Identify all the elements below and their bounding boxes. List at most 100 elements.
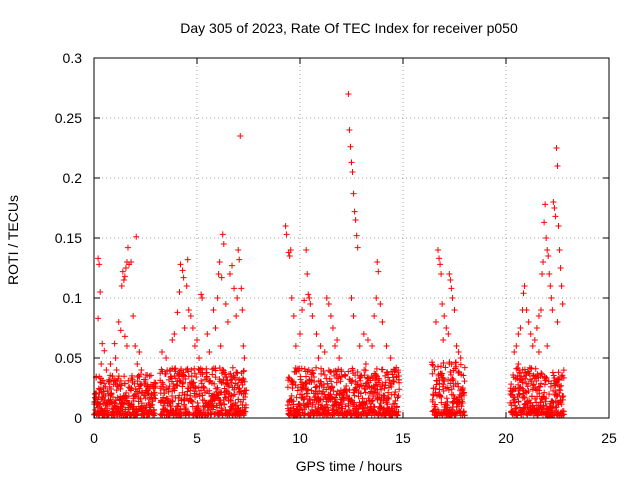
data-point: [194, 337, 200, 343]
data-point: [437, 363, 444, 370]
data-point: [184, 365, 191, 372]
data-point: [119, 268, 126, 275]
data-point: [512, 375, 519, 382]
data-point: [558, 382, 565, 389]
data-point: [120, 277, 127, 283]
data-point: [214, 384, 221, 391]
data-point: [313, 364, 320, 371]
data-point: [121, 380, 128, 387]
data-point: [234, 295, 241, 301]
data-point: [323, 295, 330, 301]
data-point: [372, 382, 379, 389]
data-point: [195, 405, 202, 412]
data-point: [445, 331, 452, 337]
data-point: [242, 404, 249, 411]
data-point: [218, 389, 225, 396]
data-point: [198, 380, 205, 387]
data-point: [352, 372, 359, 379]
data-point: [120, 401, 127, 408]
data-point: [228, 397, 235, 404]
data-point: [196, 355, 203, 361]
data-point: [441, 378, 448, 385]
data-point: [193, 374, 200, 381]
data-point: [177, 261, 184, 268]
data-point: [377, 301, 384, 307]
data-point: [176, 289, 183, 295]
data-point: [370, 393, 377, 400]
data-point: [362, 367, 369, 374]
data-point: [368, 400, 375, 407]
data-point: [337, 378, 344, 385]
data-point: [449, 295, 456, 301]
data-point: [459, 385, 466, 392]
data-point: [364, 337, 371, 343]
x-axis-label: GPS time / hours: [296, 458, 403, 474]
data-point: [209, 371, 216, 378]
data-point: [443, 325, 450, 331]
data-point: [128, 259, 135, 265]
data-point: [102, 392, 109, 399]
data-point: [373, 295, 380, 301]
data-point: [374, 259, 381, 265]
data-point: [554, 319, 561, 325]
data-point: [167, 403, 174, 410]
data-point: [348, 380, 355, 387]
data-point: [543, 235, 550, 241]
data-point: [142, 395, 149, 402]
data-point: [548, 295, 555, 301]
data-point: [385, 394, 392, 401]
data-point: [174, 382, 181, 389]
data-point: [150, 406, 157, 413]
data-point: [516, 384, 523, 391]
data-point: [351, 399, 358, 406]
data-point: [113, 367, 120, 373]
data-point: [327, 313, 334, 319]
data-point: [290, 398, 297, 405]
data-point: [379, 319, 386, 325]
data-point: [328, 395, 335, 402]
data-point: [309, 401, 316, 408]
data-point: [549, 369, 556, 376]
data-point: [137, 395, 144, 402]
data-point: [455, 383, 462, 390]
data-point: [555, 223, 562, 229]
data-point: [224, 319, 231, 325]
data-point: [341, 397, 348, 404]
data-point: [160, 381, 167, 388]
data-point: [133, 233, 140, 240]
data-point: [447, 369, 454, 376]
data-point: [187, 387, 194, 394]
data-point: [286, 253, 293, 259]
data-point: [517, 325, 524, 331]
data-point: [199, 371, 206, 378]
data-point: [95, 255, 102, 262]
data-point: [513, 405, 520, 412]
data-point: [199, 295, 206, 301]
data-point: [538, 307, 545, 313]
data-point: [560, 408, 567, 415]
data-point: [223, 374, 230, 381]
data-point: [362, 361, 369, 367]
data-point: [305, 403, 312, 410]
data-point: [439, 383, 446, 390]
x-tick-label: 5: [193, 430, 201, 446]
data-point: [558, 401, 565, 408]
data-point: [214, 295, 221, 301]
data-point: [511, 349, 518, 355]
data-point: [179, 267, 186, 274]
data-point: [395, 376, 402, 383]
data-point: [287, 247, 294, 253]
data-point: [545, 253, 552, 259]
data-point: [550, 372, 557, 379]
data-point: [373, 389, 380, 396]
data-point: [460, 372, 467, 379]
data-point: [320, 368, 327, 375]
data-point: [453, 403, 460, 410]
data-point: [369, 397, 376, 404]
data-point: [441, 313, 448, 319]
data-point: [158, 349, 165, 355]
data-point: [297, 331, 303, 337]
data-point: [343, 388, 350, 395]
data-point: [290, 401, 297, 408]
data-point: [542, 377, 549, 384]
